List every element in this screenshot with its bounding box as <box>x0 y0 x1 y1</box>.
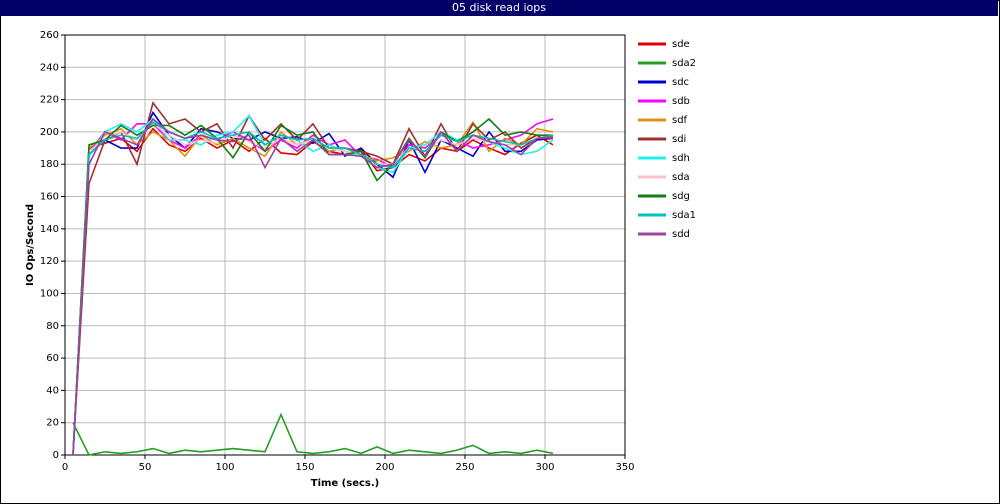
title-bar: 05 disk read iops <box>0 0 998 16</box>
y-tick-label: 100 <box>40 288 59 299</box>
legend-label: sda <box>672 172 690 183</box>
y-tick-label: 40 <box>46 385 59 396</box>
y-tick-label: 0 <box>53 450 59 461</box>
x-tick-label: 350 <box>615 462 634 473</box>
series-line <box>72 117 554 456</box>
y-tick-label: 60 <box>46 353 59 364</box>
x-tick-label: 200 <box>375 462 394 473</box>
x-tick-label: 250 <box>455 462 474 473</box>
legend-label: sdb <box>672 96 690 107</box>
x-tick-label: 100 <box>215 462 234 473</box>
x-tick-label: 0 <box>62 462 68 473</box>
x-tick-label: 150 <box>295 462 314 473</box>
series-line <box>72 110 554 456</box>
x-axis-label: Time (secs.) <box>311 478 380 489</box>
legend-label: sdh <box>672 153 690 164</box>
series-line <box>72 412 554 456</box>
series-line <box>72 101 553 456</box>
y-tick-label: 140 <box>40 224 59 235</box>
y-tick-label: 240 <box>40 62 59 73</box>
x-tick-label: 50 <box>139 462 152 473</box>
y-tick-label: 180 <box>40 159 59 170</box>
legend-label: sdi <box>672 134 686 145</box>
plot-border <box>64 34 626 456</box>
legend-label: sda2 <box>672 58 696 69</box>
y-tick-label: 200 <box>40 127 59 138</box>
y-tick-label: 260 <box>40 30 59 41</box>
y-tick-label: 80 <box>46 321 59 332</box>
y-tick-label: 20 <box>46 418 59 429</box>
legend-label: sde <box>672 39 690 50</box>
legend-label: sdg <box>672 191 690 202</box>
y-tick-label: 220 <box>40 95 59 106</box>
y-axis-label: IO Ops/Second <box>25 204 36 286</box>
x-tick-label: 300 <box>535 462 554 473</box>
legend-label: sdd <box>672 229 690 240</box>
y-tick-label: 120 <box>40 256 59 267</box>
legend-label: sdf <box>672 115 688 126</box>
series-line <box>72 117 553 456</box>
legend-label: sdc <box>672 77 689 88</box>
series-line <box>72 127 554 456</box>
y-tick-label: 160 <box>40 192 59 203</box>
legend-label: sda1 <box>672 210 696 221</box>
